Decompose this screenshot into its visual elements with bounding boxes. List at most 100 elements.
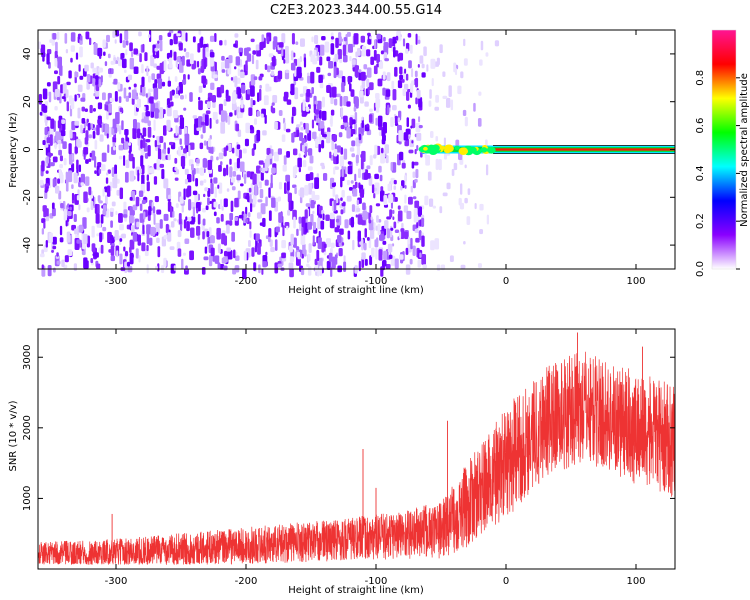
heatmap-cell — [68, 143, 72, 155]
heatmap-cell — [97, 203, 100, 215]
heatmap-cell — [232, 171, 237, 177]
heatmap-cell — [246, 171, 251, 178]
heatmap-cell — [202, 231, 205, 240]
heatmap-cell — [303, 122, 306, 130]
heatmap-cell — [387, 104, 390, 115]
heatmap-cell — [271, 70, 275, 76]
heatmap-cell — [282, 225, 285, 237]
heatmap-cell — [305, 122, 309, 134]
heatmap-cell — [71, 163, 75, 173]
heatmap-cell — [149, 237, 153, 246]
heatmap-cell — [313, 49, 317, 57]
heatmap-cell — [264, 160, 268, 172]
heatmap-cell — [337, 70, 343, 79]
heatmap-cell — [201, 267, 206, 275]
heatmap-cell — [443, 137, 446, 147]
heatmap-cell — [136, 221, 140, 228]
heatmap-cell — [218, 164, 222, 172]
heatmap-cell — [438, 159, 442, 171]
heatmap-cell — [131, 51, 134, 58]
heatmap-cell — [374, 173, 379, 180]
heatmap-cell — [394, 229, 400, 233]
heatmap-cell — [135, 196, 140, 207]
heatmap-cell — [392, 209, 395, 214]
heatmap-cell — [183, 188, 186, 200]
heatmap-cell — [354, 181, 358, 189]
heatmap-cell — [406, 210, 412, 220]
heatmap-cell — [187, 216, 192, 222]
heatmap-cell — [56, 96, 61, 101]
heatmap-cell — [460, 71, 464, 79]
heatmap-cell — [265, 235, 269, 240]
heatmap-cell — [168, 141, 174, 146]
heatmap-cell — [242, 268, 247, 280]
heatmap-cell — [265, 83, 270, 92]
heatmap-cell — [152, 49, 156, 58]
heatmap-cell — [59, 174, 64, 184]
heatmap-cell — [351, 140, 356, 147]
heatmap-cell — [333, 167, 336, 175]
heatmap-cell — [94, 140, 98, 150]
heatmap-cell — [357, 230, 361, 242]
heatmap-cell — [357, 69, 362, 73]
heatmap-cell — [246, 47, 251, 52]
heatmap-cell — [254, 245, 258, 253]
heatmap-cell — [86, 74, 91, 83]
heatmap-cell — [97, 119, 103, 125]
heatmap-cell — [275, 197, 280, 202]
heatmap-cell — [104, 123, 110, 136]
colorbar-tick-label: 0.4 — [695, 165, 706, 181]
heatmap-cell — [201, 75, 206, 84]
snr-plot-frame — [37, 328, 676, 570]
heatmap-cell — [207, 159, 213, 171]
heatmap-cell — [138, 31, 142, 37]
heatmap-cell — [177, 230, 182, 238]
heatmap-cell — [118, 57, 122, 67]
heatmap-cell — [439, 206, 443, 214]
heatmap-cell — [76, 226, 80, 236]
heatmap-cell — [192, 36, 196, 43]
heatmap-cell — [124, 129, 129, 136]
heatmap-cell — [414, 70, 418, 78]
heatmap-cell — [376, 33, 382, 40]
heatmap-cell — [153, 63, 158, 68]
heatmap-cell — [85, 130, 89, 142]
heatmap-cell — [253, 118, 257, 125]
heatmap-cell — [395, 35, 399, 41]
heatmap-cell — [58, 149, 62, 156]
x-tick-label: 0 — [503, 276, 509, 287]
heatmap-cell — [219, 40, 223, 46]
heatmap-cell — [85, 176, 90, 186]
heatmap-cell — [45, 240, 48, 248]
heatmap-cell — [334, 98, 338, 106]
heatmap-cell — [349, 117, 353, 126]
heatmap-cell — [328, 60, 334, 69]
heatmap-cell — [203, 157, 207, 166]
heatmap-cell — [46, 48, 52, 55]
heatmap-cell — [248, 107, 253, 116]
heatmap-cell — [364, 258, 368, 266]
heatmap-cell — [103, 204, 107, 216]
heatmap-cell — [157, 263, 160, 272]
heatmap-cell — [387, 183, 392, 192]
heatmap-cell — [398, 231, 402, 239]
heatmap-cell — [67, 249, 73, 257]
heatmap-cell — [281, 240, 286, 249]
heatmap-cell — [66, 231, 71, 243]
heatmap-cell — [41, 218, 46, 224]
heatmap-cell — [348, 187, 353, 191]
heatmap-cell — [329, 216, 335, 229]
heatmap-cell — [125, 95, 129, 102]
heatmap-cell — [357, 168, 361, 179]
heatmap-cell — [330, 96, 334, 105]
heatmap-cell — [192, 190, 198, 196]
heatmap-cell — [236, 174, 241, 181]
heatmap-cell — [239, 161, 245, 172]
heatmap-cell — [185, 51, 190, 58]
heatmap-cell — [229, 166, 233, 178]
heatmap-cell — [186, 220, 190, 232]
heatmap-cell — [319, 56, 323, 66]
snr-y-axis: 1000 2000 3000 — [22, 345, 675, 511]
heatmap-cell — [156, 73, 162, 80]
heatmap-cell — [221, 69, 226, 73]
